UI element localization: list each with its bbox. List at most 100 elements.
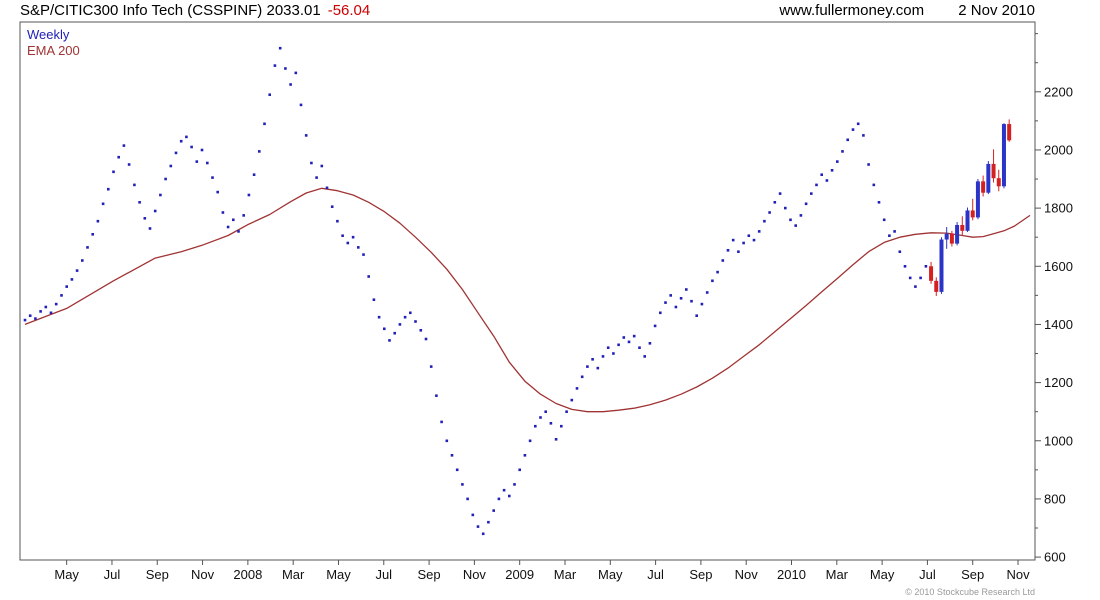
weekly-dot [596, 366, 600, 370]
weekly-dot [440, 420, 443, 424]
y-axis-label: 1800 [1044, 201, 1073, 216]
weekly-dot [81, 259, 84, 262]
weekly-dot [632, 334, 636, 338]
y-axis-label: 600 [1044, 550, 1066, 565]
weekly-dot [867, 163, 870, 166]
weekly-dot [96, 219, 100, 223]
x-axis-label: May [326, 567, 351, 582]
weekly-dot [586, 365, 589, 368]
website-url: www.fullermoney.com [779, 2, 925, 19]
weekly-dot [851, 128, 855, 131]
weekly-dot [903, 265, 907, 268]
weekly-dot [554, 438, 558, 441]
weekly-dot [164, 177, 167, 181]
weekly-dot [773, 201, 777, 204]
weekly-dot [856, 122, 860, 126]
weekly-dot [320, 164, 324, 168]
weekly-dot [409, 311, 412, 315]
weekly-dot [518, 468, 521, 472]
x-axis-label: Nov [735, 567, 759, 582]
weekly-dot [497, 497, 501, 501]
weekly-dot [60, 294, 63, 297]
weekly-dot [357, 246, 360, 249]
weekly-dot [127, 163, 131, 166]
weekly-dot [679, 297, 683, 300]
weekly-dot [304, 134, 308, 137]
weekly-dot [747, 234, 751, 237]
weekly-dot [752, 238, 756, 242]
weekly-dot [659, 311, 662, 315]
weekly-dot [34, 317, 37, 320]
weekly-dot [794, 224, 797, 227]
weekly-dot [742, 241, 745, 245]
chart-header: S&P/CITIC300 Info Tech (CSSPINF) 2033.01… [20, 0, 1035, 21]
weekly-dot [414, 320, 417, 323]
instrument-name-price: S&P/CITIC300 Info Tech (CSSPINF) 2033.01 [20, 2, 321, 19]
weekly-dot [669, 294, 672, 297]
weekly-dot [601, 355, 605, 358]
weekly-dot [169, 164, 173, 168]
weekly-dot [393, 331, 396, 335]
weekly-dot [148, 227, 152, 230]
candle-body [986, 163, 991, 193]
chart-date: 2 Nov 2010 [958, 2, 1035, 19]
weekly-dot [122, 144, 126, 147]
weekly-dot [185, 135, 188, 139]
weekly-dot [325, 186, 329, 190]
weekly-dot [653, 324, 657, 328]
x-axis-label: Jul [104, 567, 121, 582]
weekly-dot [310, 161, 313, 165]
weekly-dot [445, 439, 449, 443]
weekly-dot [606, 346, 610, 349]
weekly-dot [466, 497, 469, 501]
weekly-dot [508, 494, 511, 498]
weekly-dot [523, 454, 527, 457]
weekly-dot [195, 160, 199, 163]
weekly-dot [263, 122, 266, 126]
weekly-dot [174, 151, 178, 155]
weekly-dot [877, 201, 881, 204]
weekly-dot [65, 285, 68, 288]
weekly-dot [862, 134, 865, 137]
weekly-dot [341, 234, 344, 237]
weekly-dot [528, 439, 532, 443]
weekly-dot [924, 265, 928, 268]
weekly-dot [612, 352, 615, 355]
header-right: www.fullermoney.com 2 Nov 2010 [779, 2, 1035, 19]
candle-body [1001, 124, 1006, 187]
x-axis-label: May [870, 567, 895, 582]
weekly-dot [367, 275, 370, 278]
weekly-dot [107, 187, 110, 191]
weekly-dot [435, 394, 438, 397]
weekly-dot [502, 488, 506, 492]
weekly-dot [258, 150, 261, 153]
chart-axes: 600 800 1000 1200 1400 1600 1800 2000 2200 May Jul… [19, 21, 1073, 582]
weekly-dot [315, 176, 318, 179]
x-axis-label: Mar [554, 567, 577, 582]
weekly-dot [159, 193, 162, 197]
weekly-dot [757, 230, 761, 233]
weekly-dot [643, 355, 646, 358]
y-axis-label: 2200 [1044, 84, 1073, 99]
weekly-dot [914, 285, 917, 288]
x-axis-label: Nov [1006, 567, 1030, 582]
weekly-dot [804, 202, 808, 206]
weekly-dot [75, 269, 79, 272]
weekly-dot [565, 410, 568, 413]
weekly-dot [830, 169, 834, 172]
weekly-dot [471, 513, 475, 517]
weekly-dot [737, 250, 740, 253]
weekly-dot [70, 278, 74, 281]
x-axis-label: Nov [463, 567, 487, 582]
weekly-dot [91, 233, 94, 236]
weekly-dot [39, 310, 42, 313]
weekly-dot [362, 253, 365, 256]
weekly-dot [487, 520, 490, 524]
weekly-dot [664, 301, 667, 304]
weekly-dot [206, 161, 209, 165]
weekly-dot [685, 288, 688, 291]
weekly-dot [841, 150, 844, 153]
weekly-dot [799, 214, 803, 217]
weekly-dot [247, 193, 251, 197]
